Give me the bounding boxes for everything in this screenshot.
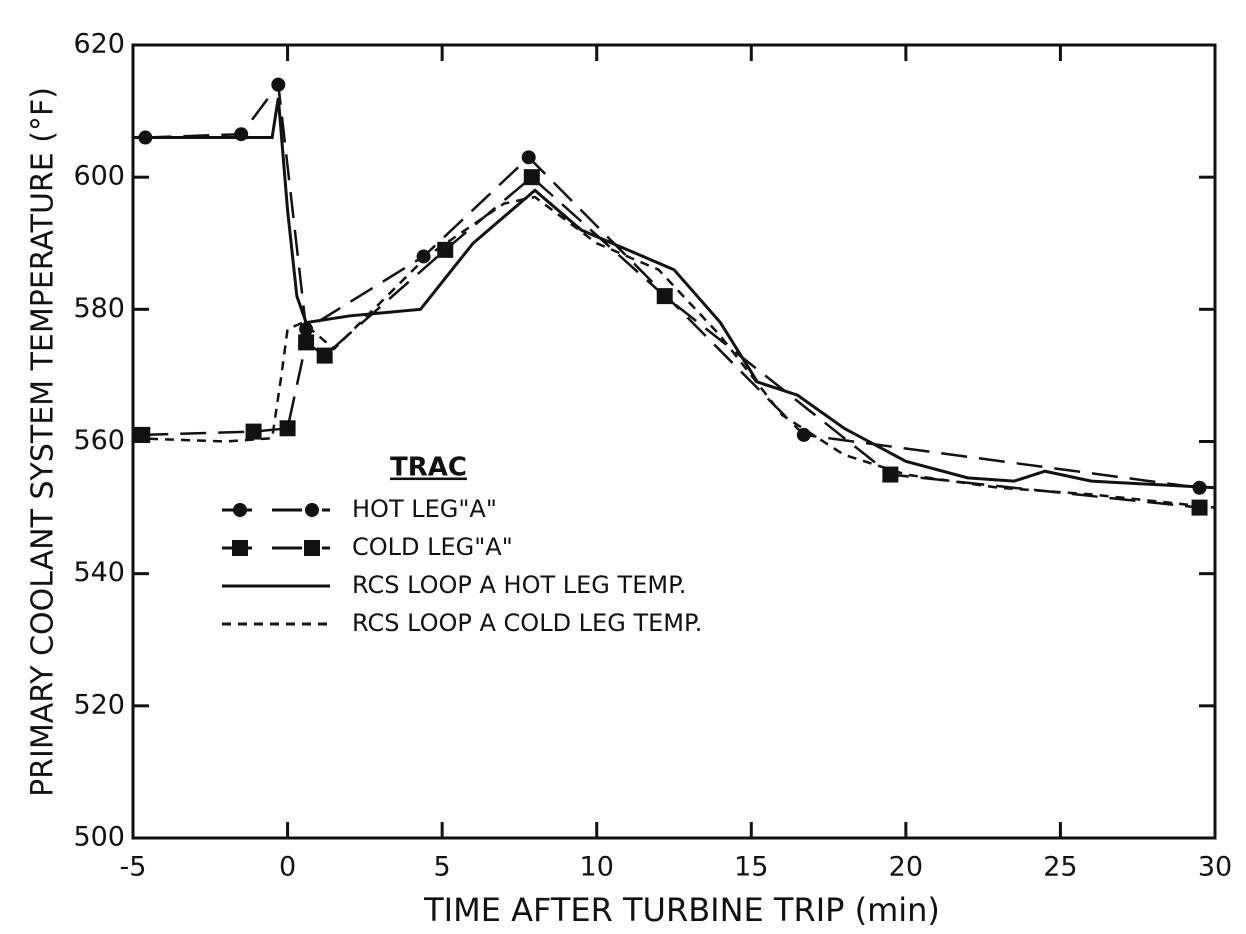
- x-tick-label: 5: [434, 852, 451, 883]
- data-point: [523, 169, 540, 186]
- x-tick-label: 0: [279, 852, 296, 883]
- legend-marker: [304, 540, 320, 556]
- plot-frame: [131, 43, 1217, 840]
- data-point: [316, 347, 333, 364]
- x-tick-label: 15: [734, 852, 768, 883]
- x-tick-label: 10: [580, 852, 614, 883]
- y-tick-label: 520: [73, 689, 125, 720]
- data-point: [245, 423, 262, 440]
- data-point: [1191, 499, 1208, 516]
- series-line: [142, 175, 1200, 509]
- y-axis-label: PRIMARY COOLANT SYSTEM TEMPERATURE (°F): [26, 87, 61, 797]
- data-point: [299, 322, 314, 337]
- data-point: [521, 150, 536, 165]
- series-line: [145, 81, 1200, 489]
- series-line: [133, 97, 1216, 490]
- data-point: [279, 420, 296, 437]
- data-point: [134, 426, 151, 443]
- y-tick-label: 600: [73, 161, 125, 192]
- x-tick-label: -5: [120, 852, 147, 883]
- legend-title: TRAC: [390, 453, 467, 483]
- data-point: [298, 334, 315, 351]
- data-point: [234, 127, 249, 142]
- legend-label: RCS LOOP A COLD LEG TEMP.: [352, 609, 702, 637]
- y-tick-label: 540: [73, 557, 125, 588]
- x-tick-label: 20: [889, 852, 923, 883]
- legend-marker: [233, 503, 247, 517]
- legend-label: RCS LOOP A HOT LEG TEMP.: [352, 571, 686, 599]
- legend-marker: [305, 503, 319, 517]
- data-point: [437, 241, 454, 258]
- y-tick-label: 620: [73, 29, 125, 60]
- data-point: [656, 288, 673, 305]
- x-tick-label: 25: [1043, 852, 1077, 883]
- data-point: [796, 427, 811, 442]
- y-tick-label: 560: [73, 425, 125, 456]
- legend-label: HOT LEG"A": [352, 495, 497, 523]
- series-line: [132, 195, 1216, 509]
- y-tick-label: 500: [73, 822, 125, 853]
- data-point: [416, 249, 431, 264]
- x-tick-label: 30: [1198, 852, 1232, 883]
- x-axis-label: TIME AFTER TURBINE TRIP (min): [423, 891, 940, 929]
- legend-marker: [232, 540, 248, 556]
- y-tick-label: 580: [73, 293, 125, 324]
- legend-label: COLD LEG"A": [352, 533, 513, 561]
- data-point: [271, 77, 286, 92]
